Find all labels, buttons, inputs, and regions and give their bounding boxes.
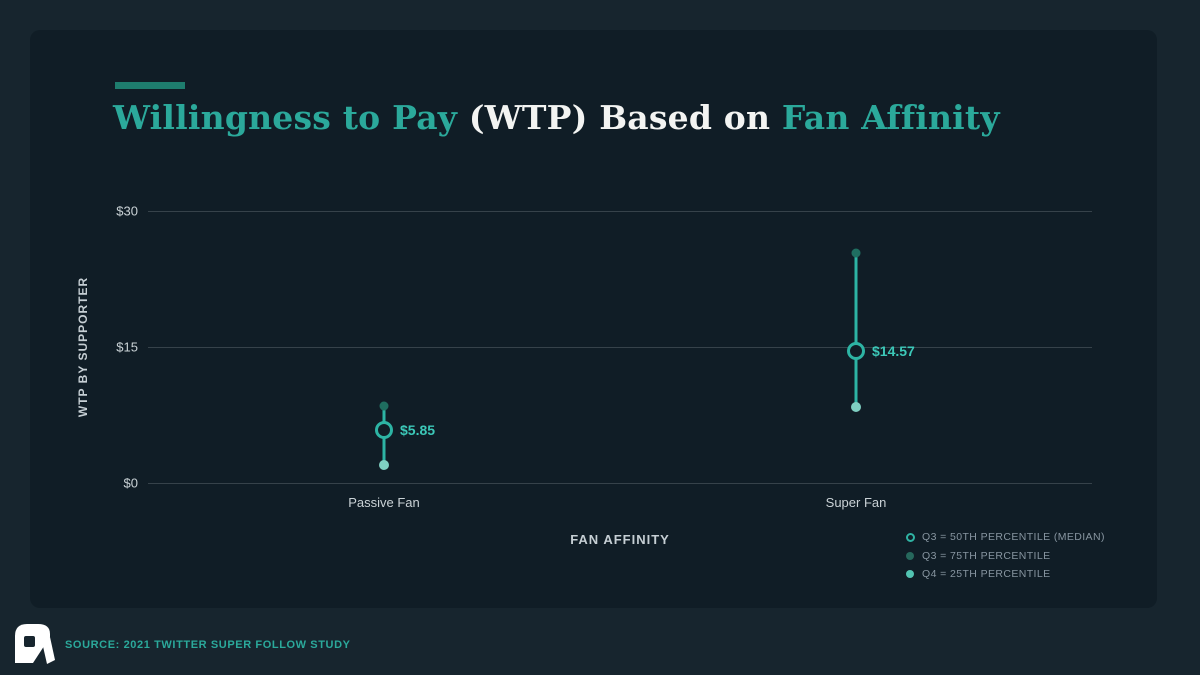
title-part-light: (WTP) Based on [468,98,782,137]
p75-dot [851,248,861,258]
legend-label: Q4 = 25TH PERCENTILE [922,568,1051,581]
gridline [148,483,1092,484]
legend-label: Q3 = 50TH PERCENTILE (MEDIAN) [922,531,1105,544]
value-label: $14.57 [872,342,915,359]
legend-dot-muted-icon [902,551,918,560]
p75-dot [379,401,389,411]
legend-item: Q3 = 75TH PERCENTILE [902,547,1105,566]
chart-panel: Willingness to Pay (WTP) Based on Fan Af… [30,30,1157,608]
category-label: Super Fan [825,495,887,510]
title-part-accent: Fan Affinity [781,98,1000,137]
value-label: $5.85 [400,421,436,438]
plot-area: $0 $15 $30 Passive Fan $5.85 Super Fan $14.57 [116,204,1092,510]
legend-label: Q3 = 75TH PERCENTILE [922,549,1051,562]
x-axis-title: FAN AFFINITY [570,532,670,547]
y-tick-label: $15 [116,339,138,355]
median-ring [375,420,393,439]
p25-dot [851,401,861,412]
median-ring [847,341,865,360]
category-label: Passive Fan [348,495,420,510]
gridline [148,347,1092,348]
p25-dot [379,459,389,470]
y-tick-label: $0 [123,475,138,491]
title-accent-bar [115,82,185,89]
y-tick-label: $30 [116,203,138,219]
range-line [854,252,858,407]
legend-dot-bright-icon [902,570,918,579]
brand-logo-icon [15,624,55,664]
legend: Q3 = 50TH PERCENTILE (MEDIAN) Q3 = 75TH P… [902,528,1105,584]
legend-item: Q3 = 50TH PERCENTILE (MEDIAN) [902,528,1105,547]
chart-title: Willingness to Pay (WTP) Based on Fan Af… [113,98,1000,137]
legend-item: Q4 = 25TH PERCENTILE [902,565,1105,584]
gridline [148,211,1092,212]
source-text: SOURCE: 2021 TWITTER SUPER FOLLOW STUDY [65,639,351,651]
title-part-accent: Willingness to Pay [113,98,469,137]
legend-ring-icon [902,532,918,542]
